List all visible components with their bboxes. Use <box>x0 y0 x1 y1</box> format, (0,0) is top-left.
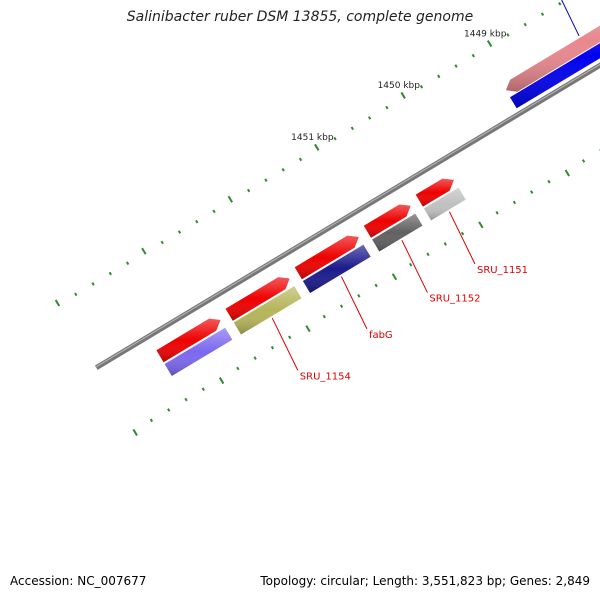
leader-line <box>401 240 428 293</box>
feature-SRU_1151-cds[interactable] <box>423 187 466 221</box>
minor-tick <box>74 292 78 297</box>
minor-tick <box>184 397 188 402</box>
tick-label: 1451 kbp <box>291 133 334 143</box>
feature-fus-cds[interactable] <box>510 4 600 109</box>
feature-fabG-gene[interactable] <box>294 235 359 280</box>
minor-tick <box>385 105 389 110</box>
leader-line <box>271 317 299 371</box>
minor-tick <box>374 283 378 288</box>
feature-SRU_1152-cds[interactable] <box>372 213 423 252</box>
leader-line <box>340 276 368 330</box>
minor-tick <box>167 408 171 412</box>
minor-tick <box>288 335 292 340</box>
minor-tick <box>437 74 441 79</box>
feature-SRU_1154-gene[interactable] <box>225 277 290 321</box>
minor-tick <box>264 178 268 182</box>
feature-fabG-cds[interactable] <box>302 244 371 293</box>
minor-tick <box>443 242 447 246</box>
feature-label-fabG[interactable]: fabG <box>369 330 393 341</box>
major-tick <box>218 377 225 385</box>
feature-SRU_1151-gene[interactable] <box>415 178 454 207</box>
minor-tick <box>91 282 95 286</box>
feature-label-SRU_1154[interactable]: SRU_1154 <box>300 371 351 382</box>
feature-fus-gene[interactable] <box>505 0 600 92</box>
minor-tick <box>212 209 216 214</box>
minor-tick <box>281 167 285 172</box>
minor-tick <box>581 159 586 163</box>
minor-tick <box>547 179 551 184</box>
minor-tick <box>333 136 337 141</box>
major-tick <box>227 195 233 203</box>
major-tick <box>132 428 138 436</box>
genome-backbone-highlight <box>96 63 600 368</box>
feature-unnamed-gene[interactable] <box>156 318 221 363</box>
major-tick <box>141 247 147 255</box>
minor-tick <box>195 219 199 224</box>
minor-tick <box>426 252 430 257</box>
minor-tick <box>512 200 517 205</box>
minor-tick <box>409 262 413 267</box>
minor-tick <box>298 157 303 162</box>
major-tick <box>400 91 406 99</box>
minor-tick <box>506 33 510 37</box>
minor-tick <box>270 345 275 350</box>
minor-tick <box>322 314 326 319</box>
minor-tick <box>339 304 344 309</box>
feature-label-SRU_1152[interactable]: SRU_1152 <box>429 294 480 305</box>
major-tick <box>478 221 484 229</box>
feature-unnamed-cds[interactable] <box>164 327 233 376</box>
tick-label: 1450 kbp <box>378 81 421 91</box>
minor-tick <box>236 366 240 371</box>
minor-tick <box>558 1 562 6</box>
minor-tick <box>460 231 465 236</box>
tick-label: 1449 kbp <box>464 29 507 39</box>
feature-label-SRU_1151[interactable]: SRU_1151 <box>477 265 528 276</box>
minor-tick <box>357 294 361 298</box>
minor-tick <box>253 356 257 360</box>
major-tick <box>54 299 61 307</box>
major-tick <box>486 40 493 48</box>
minor-tick <box>454 64 458 68</box>
minor-tick <box>540 12 545 16</box>
feature-SRU_1154-cds[interactable] <box>233 286 302 335</box>
minor-tick <box>471 53 475 58</box>
minor-tick <box>246 188 251 193</box>
feature-SRU_1152-gene[interactable] <box>363 204 411 238</box>
minor-tick <box>125 261 130 265</box>
major-tick <box>305 325 311 333</box>
minor-tick <box>160 240 164 245</box>
leader-line <box>448 211 476 265</box>
topology-text: Topology: circular; Length: 3,551,823 bp… <box>260 574 590 588</box>
minor-tick <box>530 190 534 194</box>
minor-tick <box>350 126 354 131</box>
minor-tick <box>177 230 182 234</box>
minor-tick <box>523 22 527 27</box>
minor-tick <box>201 387 205 392</box>
minor-tick <box>495 211 499 215</box>
genome-backbone <box>95 62 600 370</box>
minor-tick <box>367 116 372 120</box>
leader-line <box>561 0 580 37</box>
major-tick <box>564 169 570 177</box>
major-tick <box>314 143 320 151</box>
minor-tick <box>419 84 424 89</box>
major-tick <box>391 273 398 281</box>
minor-tick <box>108 271 112 276</box>
minor-tick <box>149 418 154 423</box>
accession-text: Accession: NC_007677 <box>10 574 147 588</box>
map-title: Salinibacter ruber DSM 13855, complete g… <box>126 9 474 25</box>
